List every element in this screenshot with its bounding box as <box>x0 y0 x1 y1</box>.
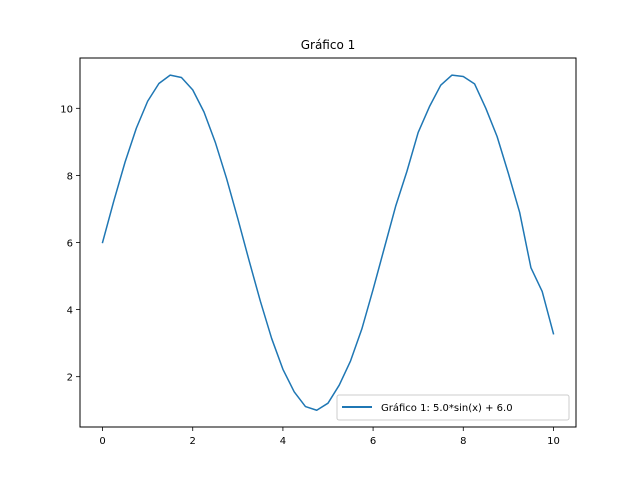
x-tick-label: 8 <box>460 436 466 447</box>
x-tick-label: 6 <box>370 436 376 447</box>
series-layer <box>101 74 555 411</box>
legend-box <box>336 394 570 421</box>
x-axis: 0 2 4 6 8 10 <box>99 427 560 447</box>
series-line-1 <box>101 74 555 411</box>
legend-label-series-1: Gráfico 1: 5.0*sin(x) + 6.0 <box>381 402 513 414</box>
axes-background <box>80 58 576 427</box>
x-tick-label: 0 <box>99 436 105 447</box>
y-axis: 2 4 6 8 10 <box>60 104 80 384</box>
x-tick-label: 4 <box>280 436 286 447</box>
x-tick-label: 2 <box>190 436 196 447</box>
legend: Gráfico 1: 5.0*sin(x) + 6.0 <box>336 394 570 421</box>
y-tick-label: 4 <box>67 306 73 317</box>
y-tick-label: 8 <box>67 171 73 182</box>
y-tick-label: 6 <box>67 239 73 250</box>
x-tick-label: 10 <box>547 436 560 447</box>
plot-area <box>79 57 577 428</box>
chart-title: Gráfico 1 <box>301 38 356 52</box>
y-tick-label: 2 <box>67 373 73 384</box>
y-tick-label: 10 <box>60 104 73 115</box>
